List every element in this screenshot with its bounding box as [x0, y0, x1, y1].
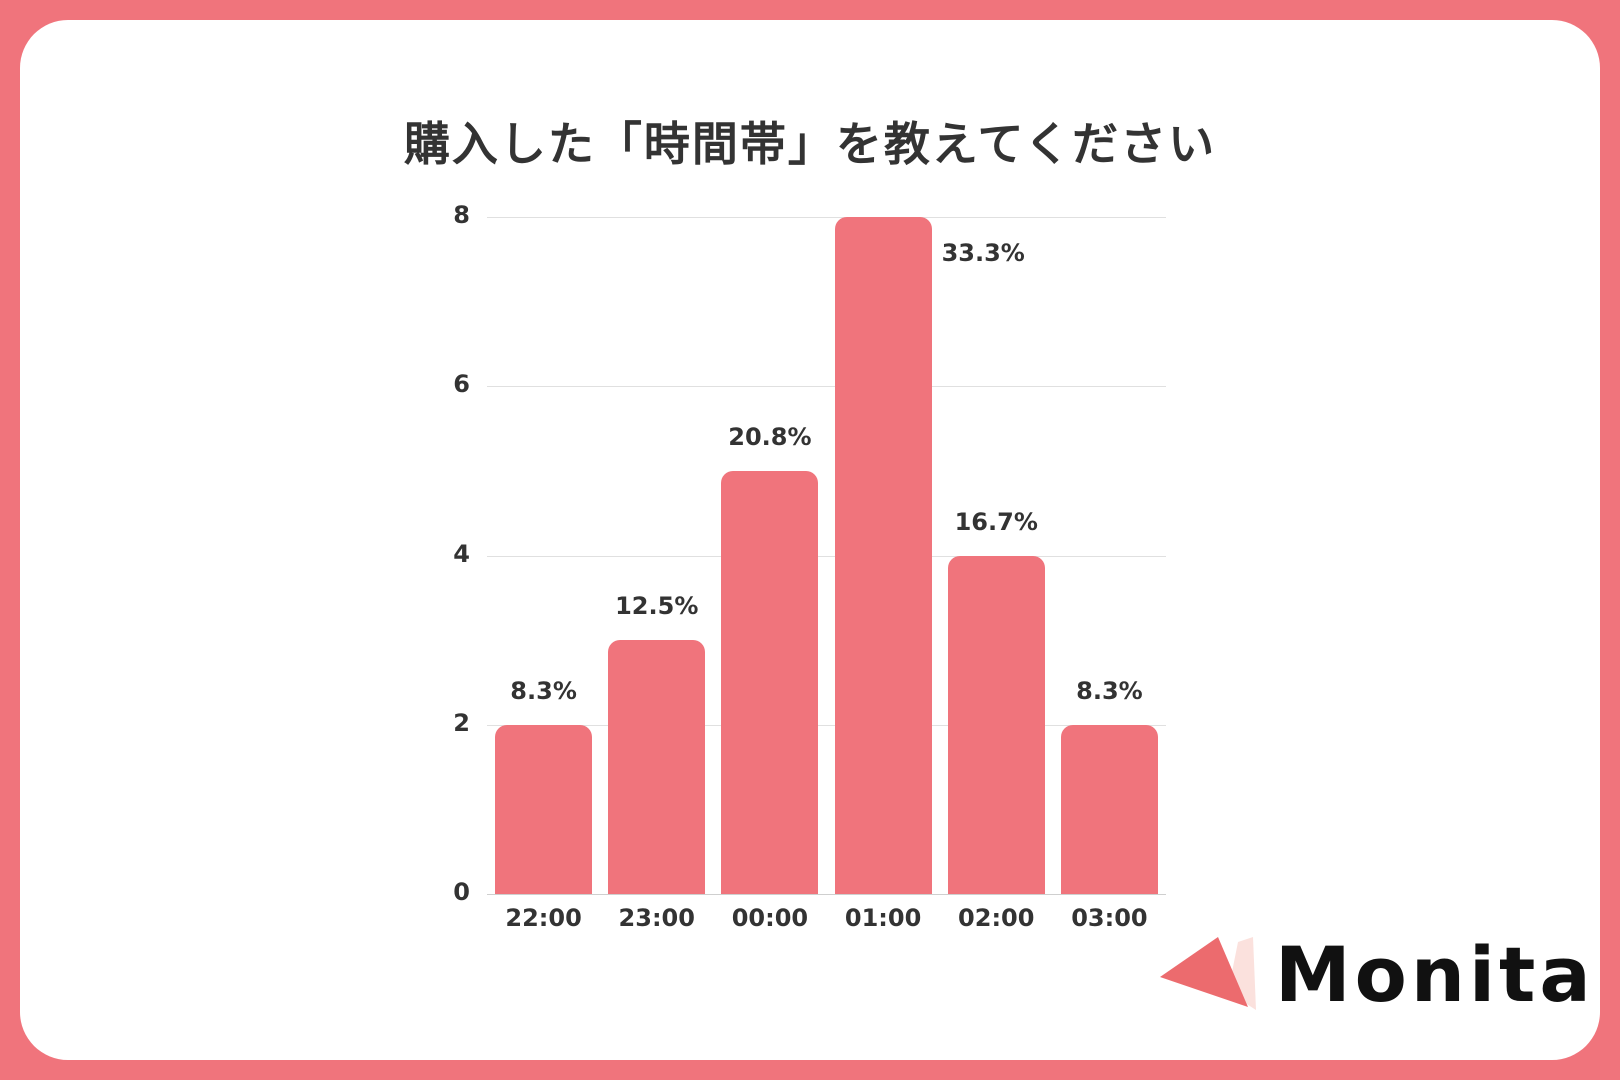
x-axis-tick: 01:00: [844, 904, 922, 932]
data-label: 16.7%: [954, 507, 1038, 536]
bar-23:00[interactable]: [608, 640, 706, 894]
data-label: 12.5%: [615, 592, 699, 621]
gridline: [487, 894, 1166, 895]
gridline: [487, 217, 1166, 218]
monita-logo-icon: [1160, 937, 1256, 1010]
data-label: 20.8%: [728, 422, 812, 451]
x-axis-tick: 23:00: [618, 904, 695, 932]
x-axis-tick: 03:00: [1071, 904, 1148, 932]
y-axis-tick: 0: [453, 878, 470, 906]
y-axis-tick: 8: [453, 201, 470, 229]
data-label: 8.3%: [1076, 676, 1143, 705]
bar-02:00[interactable]: [947, 555, 1045, 894]
x-axis-tick: 00:00: [731, 904, 809, 932]
gridline: [487, 386, 1166, 388]
bar-22:00[interactable]: [495, 724, 593, 894]
x-axis-tick: 22:00: [505, 904, 582, 932]
data-label: 33.3%: [941, 239, 1025, 267]
bar-01:00[interactable]: [834, 217, 932, 894]
brand-name: Monita: [1275, 930, 1595, 1019]
bar-00:00[interactable]: [721, 470, 819, 894]
gridline: [487, 555, 1166, 557]
y-axis-tick: 2: [453, 708, 470, 737]
x-axis-tick: 02:00: [958, 904, 1035, 932]
gridline: [487, 724, 1166, 726]
chart-title: 購入した「時間帯」を教えてください: [403, 117, 1217, 171]
data-label: 8.3%: [510, 676, 577, 705]
y-axis-tick: 4: [453, 539, 470, 568]
y-axis-tick: 6: [453, 370, 470, 399]
bar-03:00[interactable]: [1060, 724, 1158, 894]
